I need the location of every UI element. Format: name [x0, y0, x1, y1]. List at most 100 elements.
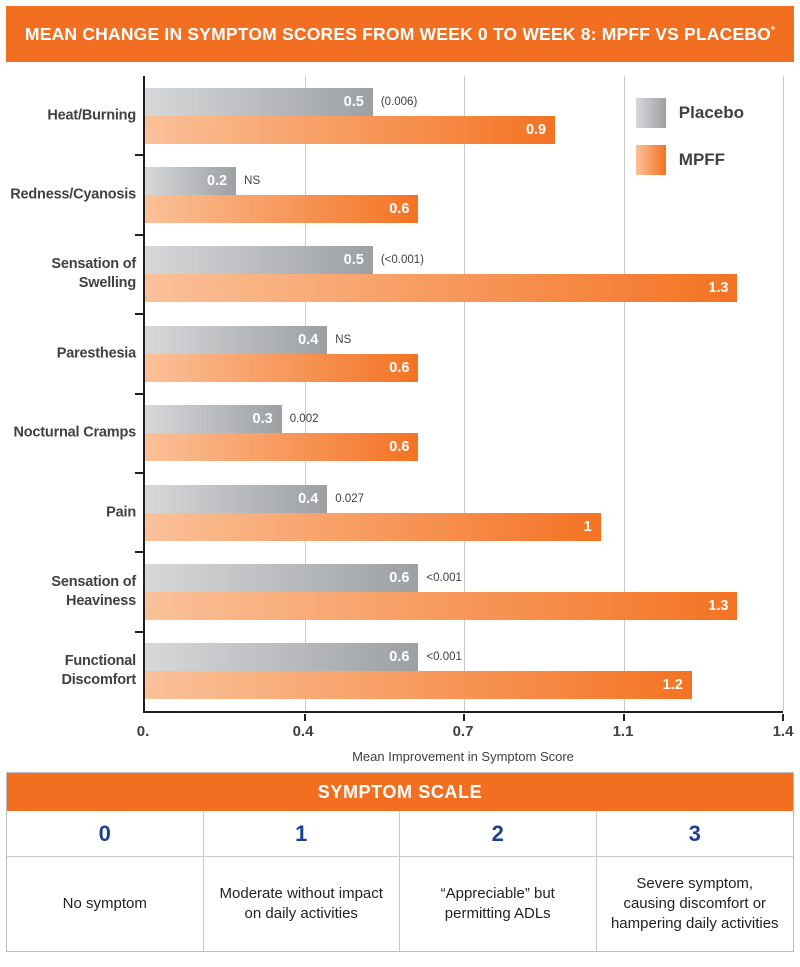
placebo-bar-row: 0.6 <0.001	[145, 563, 783, 592]
chart-group: Pain 0.4 0.027 1	[106, 473, 783, 552]
x-tick-mark	[463, 713, 465, 721]
score-cell: 3	[596, 811, 793, 857]
category-label: Paresthesia	[56, 345, 136, 362]
bar-value-label: 0.5	[343, 93, 364, 110]
chart-group: Heat/Burning 0.5 (0.006) 0.9	[47, 76, 783, 155]
placebo-bar: 0.6	[145, 643, 419, 672]
chart-group: Sensation of Swelling 0.5 (<0.001) 1.3	[51, 235, 783, 314]
mpff-bar: 0.6	[145, 353, 419, 382]
bar-value-label: 0.2	[206, 173, 228, 190]
y-tick-mark	[135, 630, 143, 633]
placebo-bar-row: 0.5 (<0.001)	[145, 246, 783, 275]
mpff-bar-row: 0.6	[145, 195, 783, 224]
placebo-bar-row: 0.5 (0.006)	[145, 87, 783, 116]
description-cell: No symptom	[7, 857, 204, 951]
bar-value-label: 1	[583, 518, 592, 535]
bar-value-label: 0.6	[389, 201, 410, 218]
mpff-bar-row: 1.3	[145, 591, 783, 620]
y-tick-mark	[135, 551, 143, 554]
gridline	[464, 76, 465, 711]
score-cell: 1	[203, 811, 400, 857]
chart-group: Paresthesia 0.4 NS 0.6	[57, 314, 783, 393]
description-cell: Moderate without impact on daily activit…	[204, 857, 400, 951]
legend-label: MPFF	[678, 150, 726, 169]
p-value-label: <0.001	[426, 571, 462, 584]
chart-rows: Heat/Burning 0.5 (0.006) 0.9 Redness/Cyanosi…	[10, 76, 783, 711]
y-tick-mark	[135, 233, 143, 236]
placebo-bar-row: 0.4 0.027	[145, 484, 783, 513]
x-tick-label: 1.4	[772, 723, 794, 740]
y-tick-mark	[135, 471, 143, 474]
x-tick-label: 0.	[136, 723, 150, 740]
legend-item-placebo: Placebo	[635, 98, 744, 128]
placebo-bar: 0.5	[145, 246, 373, 275]
gridline	[304, 76, 306, 711]
placebo-bar: 0.4	[145, 325, 328, 354]
placebo-bar-row: 0.3 0.002	[145, 405, 783, 434]
gridline	[783, 76, 784, 711]
p-value-label: 0.002	[289, 413, 319, 426]
p-value-label: <0.001	[426, 651, 462, 664]
category-label: Redness/Cyanosis	[10, 186, 136, 203]
plot-area: Heat/Burning 0.5 (0.006) 0.9 Redness/Cyanosi…	[10, 76, 784, 721]
placebo-bar-row: 0.4 NS	[145, 325, 783, 354]
x-tick-label: 0.4	[292, 723, 314, 740]
bar-value-label: 0.6	[389, 359, 410, 376]
chart-legend: Placebo MPFF	[635, 98, 744, 175]
mpff-bar: 1.3	[145, 274, 738, 303]
score-cell: 2	[400, 811, 597, 857]
bar-chart: Heat/Burning 0.5 (0.006) 0.9 Redness/Cyanosi…	[0, 68, 800, 764]
mpff-bar: 0.6	[145, 433, 419, 462]
category-label: Pain	[106, 504, 136, 521]
bar-value-label: 0.4	[298, 490, 319, 507]
gridline	[623, 76, 625, 711]
category-label: Nocturnal Cramps	[13, 424, 137, 441]
bar-value-label: 1.3	[708, 597, 729, 614]
symptom-scale-title: SYMPTOM SCALE	[317, 781, 483, 802]
bar-value-label: 0.9	[525, 121, 547, 138]
category-label: Functional Discomfort	[61, 653, 136, 689]
x-tick-mark	[782, 713, 784, 721]
category-label: Sensation of Heaviness	[51, 574, 136, 609]
mpff-bar: 1	[145, 512, 601, 541]
y-tick-mark	[135, 313, 143, 316]
mpff-bar-row: 0.6	[145, 353, 783, 382]
bar-value-label: 0.4	[298, 331, 319, 348]
x-tick-label: 0.7	[452, 723, 474, 740]
legend-label: Placebo	[678, 103, 744, 122]
bar-value-label: 0.6	[389, 649, 410, 666]
placebo-bar-row: 0.2 NS	[145, 167, 783, 196]
placebo-bar-row: 0.6 <0.001	[145, 643, 783, 672]
category-label: Sensation of Swelling	[51, 256, 136, 292]
placebo-bar: 0.6	[145, 563, 419, 592]
bar-value-label: 0.3	[252, 411, 273, 428]
x-tick-mark	[622, 713, 625, 721]
x-axis-labels: 0. 0.4 0.7 1.1 1.4	[137, 723, 794, 743]
chart-group: Redness/Cyanosis 0.2 NS 0.6	[10, 155, 783, 234]
bar-value-label: 0.5	[343, 252, 364, 269]
description-row: No symptom Moderate without impact on dai…	[7, 857, 793, 951]
title-asterisk: *	[770, 24, 776, 36]
mpff-bar-row: 0.9	[145, 115, 783, 144]
symptom-scale-header: SYMPTOM SCALE	[7, 773, 793, 811]
legend-swatch	[635, 98, 666, 128]
placebo-bar: 0.2	[145, 167, 237, 196]
mpff-bar-row: 1	[145, 512, 783, 541]
y-tick-mark	[135, 392, 143, 395]
p-value-label: 0.027	[335, 492, 365, 505]
description-cell: Severe symptom, causing discomfort or ha…	[610, 875, 779, 932]
p-value-label: NS	[244, 175, 261, 188]
title-banner: MEAN CHANGE IN SYMPTOM SCORES FROM WEEK …	[6, 6, 794, 62]
mpff-bar-row: 1.3	[145, 274, 783, 303]
page-title: MEAN CHANGE IN SYMPTOM SCORES FROM WEEK …	[24, 23, 776, 44]
score-cell: 0	[7, 811, 204, 857]
bar-value-label: 1.3	[708, 280, 729, 297]
p-value-label: (0.006)	[380, 95, 418, 108]
p-value-label: NS	[335, 333, 352, 346]
bar-value-label: 0.6	[389, 569, 410, 586]
mpff-bar: 1.3	[145, 591, 738, 620]
mpff-bar: 1.2	[145, 671, 692, 700]
